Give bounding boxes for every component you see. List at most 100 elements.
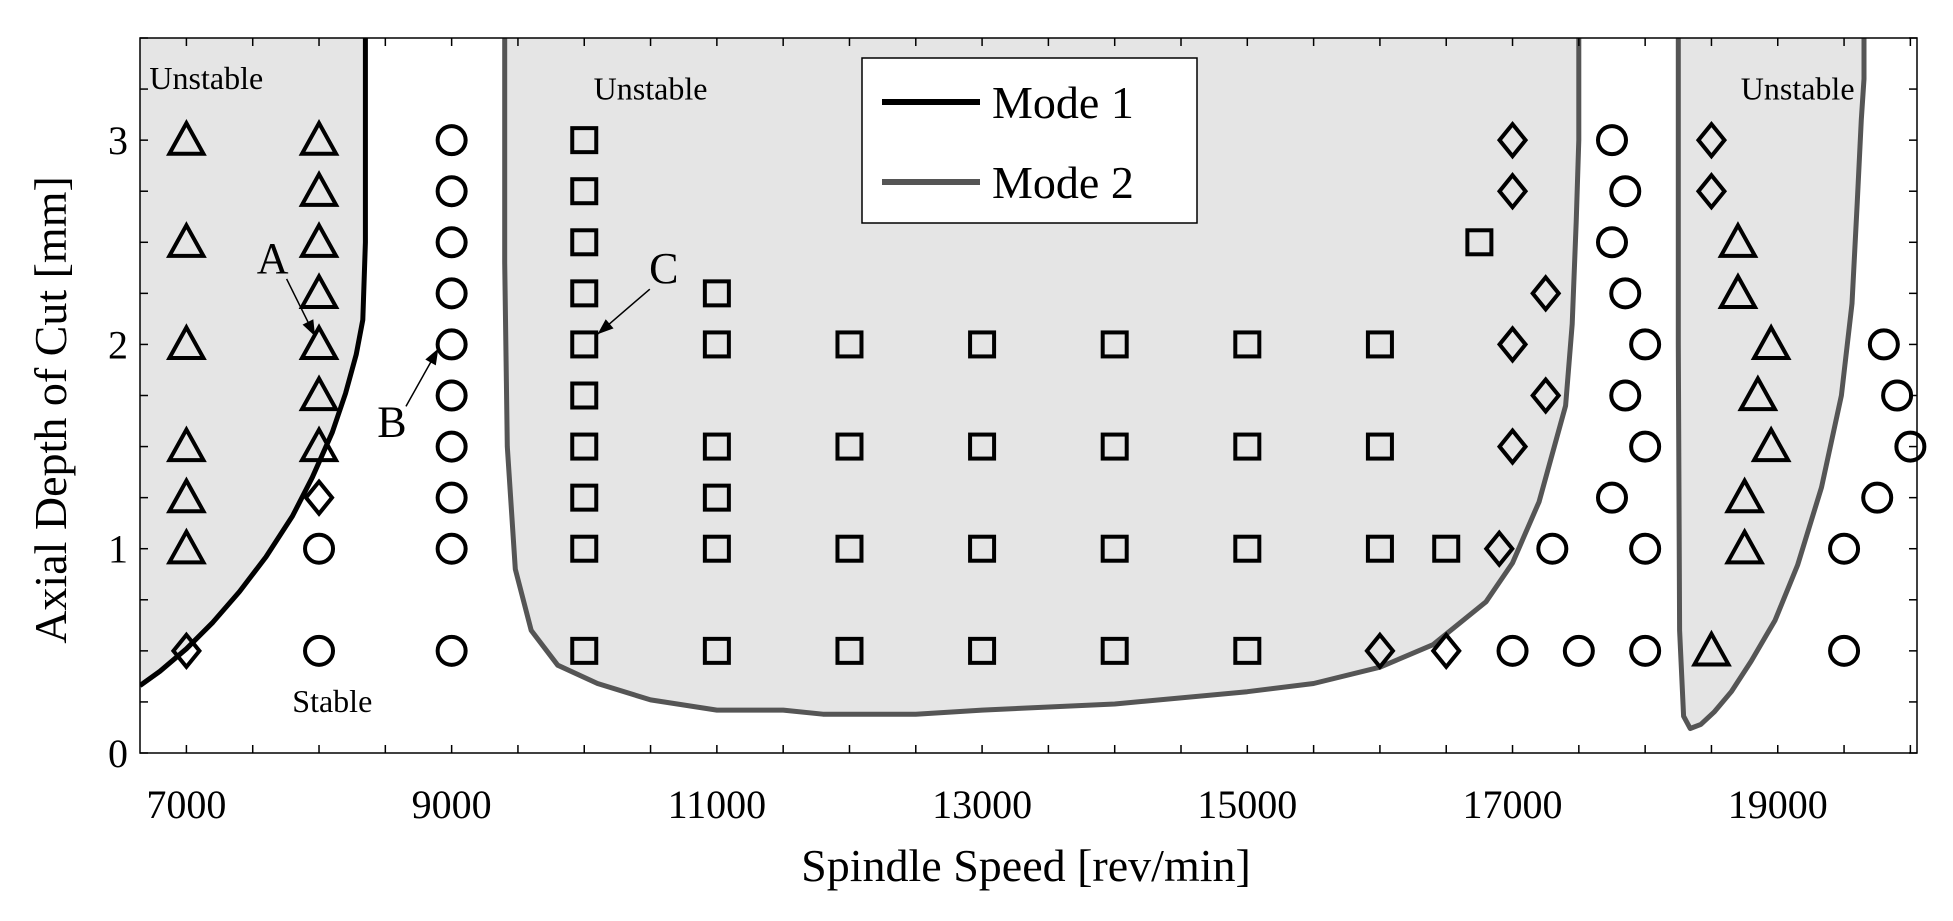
triangle-marker	[1750, 425, 1792, 463]
circle-marker	[1595, 226, 1628, 259]
unstable-region-1	[140, 38, 366, 686]
square-marker	[1233, 636, 1262, 665]
circle-marker	[435, 532, 468, 565]
circle-marker	[1609, 175, 1642, 208]
diamond-marker	[1483, 529, 1515, 568]
triangle-marker	[1750, 323, 1792, 361]
circle-marker	[435, 481, 468, 514]
circle-marker	[1562, 634, 1595, 667]
triangle-marker	[298, 425, 340, 463]
x-tick-label: 19000	[1728, 782, 1828, 827]
legend-label: Mode 1	[992, 77, 1134, 128]
region-label: Unstable	[149, 60, 263, 96]
square-marker	[702, 483, 731, 512]
point-label-c: C	[649, 244, 678, 293]
square-marker	[702, 279, 731, 308]
square-marker	[1233, 534, 1262, 563]
diamond-marker	[1364, 631, 1396, 671]
circle-marker	[1867, 328, 1900, 361]
square-marker	[968, 534, 997, 563]
square-marker	[570, 381, 599, 410]
diamond-marker	[1695, 120, 1728, 160]
region-label: Stable	[292, 683, 372, 719]
x-tick-label: 13000	[932, 782, 1032, 827]
x-tick-label: 7000	[146, 782, 226, 827]
square-marker	[1100, 534, 1129, 563]
x-tick-label: 11000	[668, 782, 767, 827]
triangle-marker	[1717, 221, 1759, 258]
square-marker	[835, 636, 864, 665]
unstable-region-2	[504, 38, 1579, 715]
circle-marker	[1609, 277, 1642, 310]
point-label-b: B	[377, 397, 406, 446]
square-marker	[835, 534, 864, 563]
square-marker	[1365, 330, 1394, 359]
triangle-marker	[298, 221, 340, 258]
square-marker	[570, 126, 599, 155]
diamond-marker	[170, 631, 202, 671]
square-marker	[570, 432, 599, 461]
square-marker	[570, 330, 599, 359]
circle-marker	[1536, 532, 1569, 565]
triangle-marker	[298, 170, 340, 207]
square-marker	[968, 330, 997, 359]
lobe-curve-2	[502, 38, 1582, 717]
y-tick-label: 1	[108, 527, 128, 572]
triangle-marker	[1724, 476, 1765, 514]
circle-marker	[303, 634, 336, 667]
circle-marker	[303, 532, 336, 565]
triangle-marker	[298, 272, 340, 309]
legend: Mode 1 Mode 2	[861, 57, 1198, 224]
square-marker	[570, 177, 599, 206]
diamond-marker	[1496, 325, 1529, 364]
circle-marker	[435, 430, 468, 463]
triangle-marker	[166, 221, 207, 258]
triangle-marker	[166, 476, 207, 514]
square-marker	[570, 534, 599, 563]
circle-marker	[1861, 481, 1894, 514]
diamond-marker	[1496, 427, 1529, 466]
unstable-regions	[140, 38, 1864, 729]
arrow-head	[302, 319, 316, 337]
triangle-marker	[166, 527, 207, 565]
legend-box	[861, 57, 1198, 224]
region-label: Unstable	[594, 70, 708, 106]
triangle-marker	[1691, 629, 1732, 667]
diamond-marker	[1530, 376, 1562, 415]
circle-marker	[1595, 481, 1628, 514]
square-marker	[1100, 636, 1129, 665]
lobe-curve-3	[1675, 38, 1867, 731]
circle-marker	[435, 226, 468, 259]
circle-marker	[1629, 532, 1662, 565]
triangle-marker	[1724, 527, 1765, 565]
triangle-marker	[298, 323, 340, 361]
circle-marker	[435, 175, 468, 208]
triangle-marker	[166, 323, 207, 361]
square-marker	[702, 636, 731, 665]
circle-marker	[1629, 430, 1662, 463]
circle-marker	[435, 379, 468, 412]
square-marker	[1100, 330, 1129, 359]
diamond-marker	[1430, 631, 1462, 671]
point-label-a: A	[257, 234, 289, 283]
y-tick-label: 2	[108, 322, 128, 367]
square-marker	[835, 432, 864, 461]
square-marker	[702, 330, 731, 359]
triangle-marker	[1717, 272, 1759, 309]
circle-marker	[435, 124, 468, 157]
diamond-marker	[303, 478, 335, 517]
circle-marker	[1496, 634, 1529, 667]
circle-marker	[1828, 634, 1861, 667]
square-marker	[968, 636, 997, 665]
annotations: Unstable Unstable Unstable Stable A B C	[149, 60, 1854, 719]
diamond-marker	[1496, 172, 1529, 211]
triangle-marker	[1737, 374, 1779, 412]
y-axis-title: Axial Depth of Cut [mm]	[25, 176, 76, 644]
circle-marker	[1609, 379, 1642, 412]
lobe-curve-1	[140, 38, 368, 688]
x-axis-title: Spindle Speed [rev/min]	[801, 840, 1251, 891]
triangle-marker	[298, 374, 340, 412]
square-marker	[570, 279, 599, 308]
square-marker	[1233, 432, 1262, 461]
